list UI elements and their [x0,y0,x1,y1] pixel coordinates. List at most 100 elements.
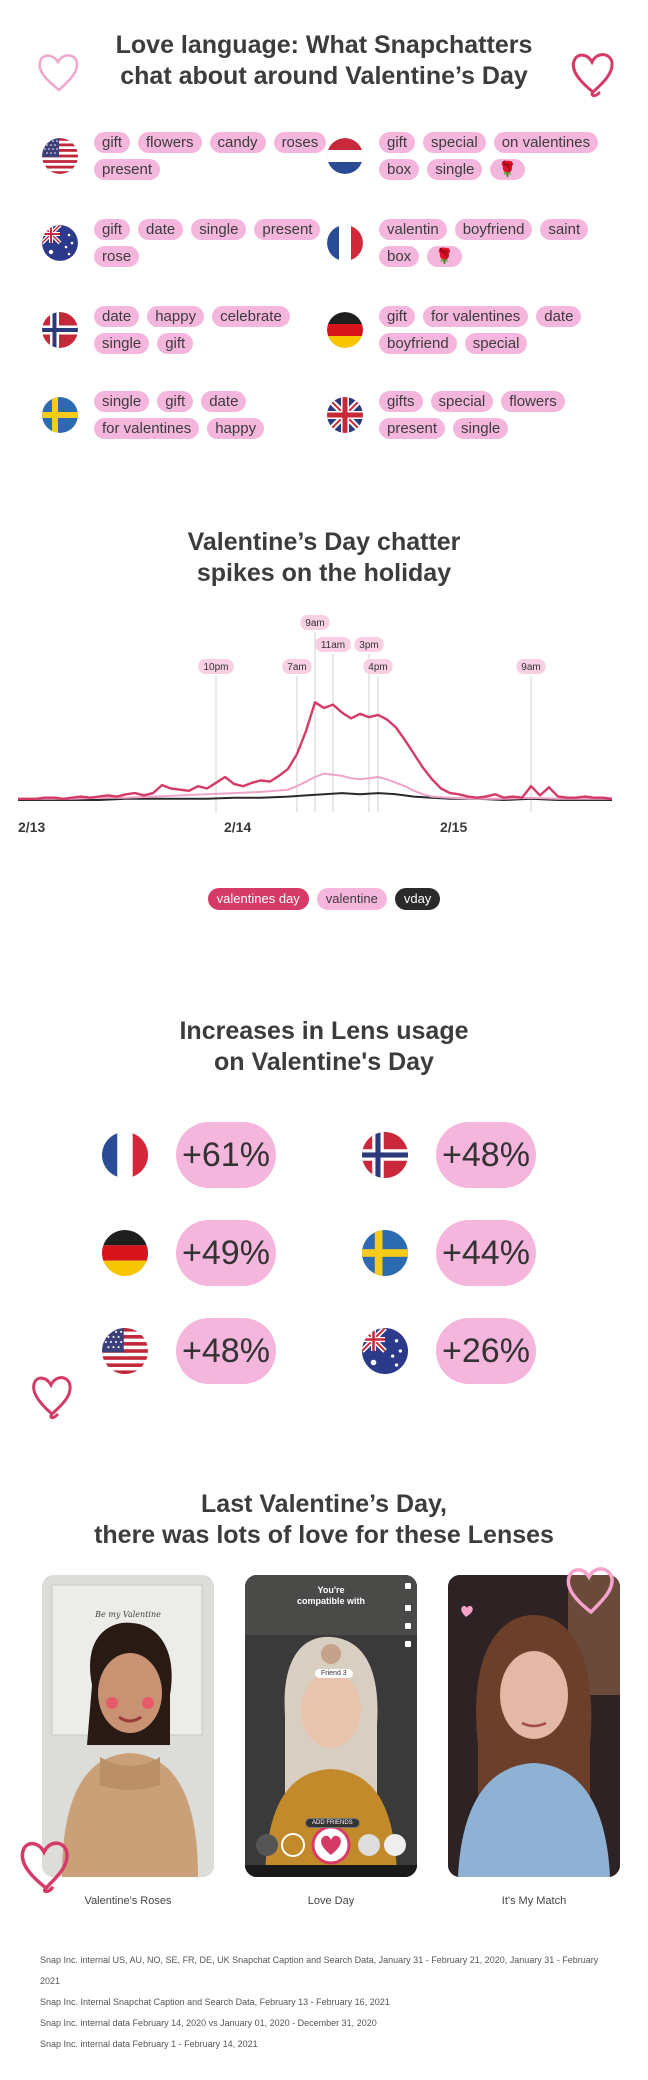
no-flag-icon [362,1132,408,1178]
keyword-chip: single [427,159,483,180]
keyword-chip: box [379,159,420,180]
keyword-chip: gift [94,132,131,153]
au-flag-icon [362,1328,408,1374]
lens-usage-item: +48% [102,1318,276,1384]
keyword-chip: celebrate [212,306,290,327]
keyword-chips: single gift date for valentines happy [94,391,334,439]
keyword-chips: gift date single present rose [94,219,334,267]
keyword-chip: candy [209,132,266,153]
heart-doodle-icon [571,53,614,97]
keyword-chip: rose [94,246,140,267]
keyword-country-row: date happy celebrate single gift [42,306,334,354]
photo-caption: It's My Match [501,1895,567,1907]
lens-increase-value: +48% [176,1318,276,1384]
legend-item: valentine [316,888,387,910]
heart-doodle-icon [38,54,79,92]
us-flag-icon [102,1328,148,1374]
fr-flag-icon [102,1132,148,1178]
keyword-chip: flowers [138,132,202,153]
us-flag-icon [42,138,78,174]
lens-increase-value: +48% [436,1122,536,1188]
keyword-chip: flowers [501,391,565,412]
keyword-chip: saint [540,219,589,240]
svg-text:9am: 9am [305,618,324,629]
au-flag-icon [362,1328,408,1374]
keyword-chip: present [254,219,321,240]
snapchat-camera-image [245,1575,417,1877]
keyword-chip: single [94,333,150,354]
heart-doodle-icon [566,1567,614,1614]
footnote: Snap Inc. internal data February 1 - Feb… [40,2039,258,2049]
keyword-chip: valentin [379,219,447,240]
se-flag-icon [42,397,78,433]
keyword-chip: gift [379,306,416,327]
heart-doodle-icon [32,1376,72,1419]
keyword-chip: boyfriend [454,219,533,240]
x-tick-label: 2/14 [224,819,251,835]
photo-caption: Valentine's Roses [84,1895,172,1907]
keyword-chip: roses [273,132,327,153]
annotation-label: 4pm [363,659,393,674]
lens-overlay-text-top: You're [317,1585,345,1595]
de-flag-icon [327,312,363,348]
chatter-line-chart: 10pm 7am 9am 11am 3pm 4pm 9am 2/13 2/14 2/15 [18,615,613,835]
no-flag-icon [42,312,78,348]
keyword-chip: single [94,391,150,412]
annotation-label: 9am [300,615,330,630]
chart-title: Valentine’s Day chatter spikes on the ho… [187,528,461,587]
de-flag-icon [102,1230,148,1276]
fr-flag-icon [327,225,363,261]
lens-usage-item: +48% [362,1122,536,1188]
keyword-chip: happy [147,306,205,327]
x-tick-label: 2/15 [440,819,467,835]
lens-increase-value: +49% [176,1220,276,1286]
annotation-label: 11am [315,637,351,652]
lens-photo-its-my-match [448,1575,620,1877]
keyword-chip: special [423,132,486,153]
se-flag-icon [362,1230,408,1276]
lens-usage-item: +61% [102,1122,276,1188]
us-flag-icon [42,138,78,174]
keyword-chip: date [201,391,247,412]
x-tick-label: 2/13 [18,819,45,835]
no-flag-icon [42,312,78,348]
photo-caption: Love Day [307,1895,355,1907]
de-flag-icon [327,312,363,348]
keyword-chip: date [536,306,582,327]
legend-item: valentines day [207,888,309,910]
svg-text:10pm: 10pm [203,662,228,673]
keyword-chips: date happy celebrate single gift [94,306,334,354]
series-line-valentines-day [18,701,613,800]
keyword-chip: date [94,306,140,327]
chart-legend: valentines day valentine vday [0,888,648,910]
keyword-chip: single [453,418,509,439]
footnote: Snap Inc. internal US, AU, NO, SE, FR, D… [40,1955,599,1986]
footnotes: Snap Inc. internal US, AU, NO, SE, FR, D… [40,1950,620,2055]
keyword-chip: gift [157,391,194,412]
au-flag-icon [42,225,78,261]
keyword-country-row: gift flowers candy roses present [42,132,334,180]
lens-increase-value: +44% [436,1220,536,1286]
keyword-chip: boyfriend [379,333,457,354]
keywords-title: Love language: What Snapchatters chat ab… [115,31,533,90]
keyword-chips: gift flowers candy roses present [94,132,334,180]
keyword-chip: present [379,418,446,439]
add-friends-button[interactable]: ADD FRIENDS [305,1818,360,1828]
keyword-chip: 🌹 [490,159,526,180]
keyword-country-row: gifts special flowers present single [327,391,619,439]
keyword-chip: for valentines [94,418,200,439]
lens-usage-item: +26% [362,1318,536,1384]
keyword-country-row: single gift date for valentines happy [42,391,334,439]
keyword-country-row: gift date single present rose [42,219,334,267]
lens-usage-title: Increases in Lens usage on Valentine's D… [179,1017,469,1076]
series-line-valentine [18,772,612,800]
keyword-chip: special [464,333,528,354]
keyword-chip: present [94,159,161,180]
keyword-country-row: valentin boyfriend saint box 🌹 [327,219,619,267]
keyword-chips: gifts special flowers present single [379,391,619,439]
annotation-label: 9am [516,659,546,674]
footnote: Snap Inc. Internal Snapchat Caption and … [40,1997,390,2007]
svg-text:Be my Valentine: Be my Valentine [94,1610,161,1619]
keyword-chip: 🌹 [427,246,462,267]
fr-flag-icon [102,1132,148,1178]
